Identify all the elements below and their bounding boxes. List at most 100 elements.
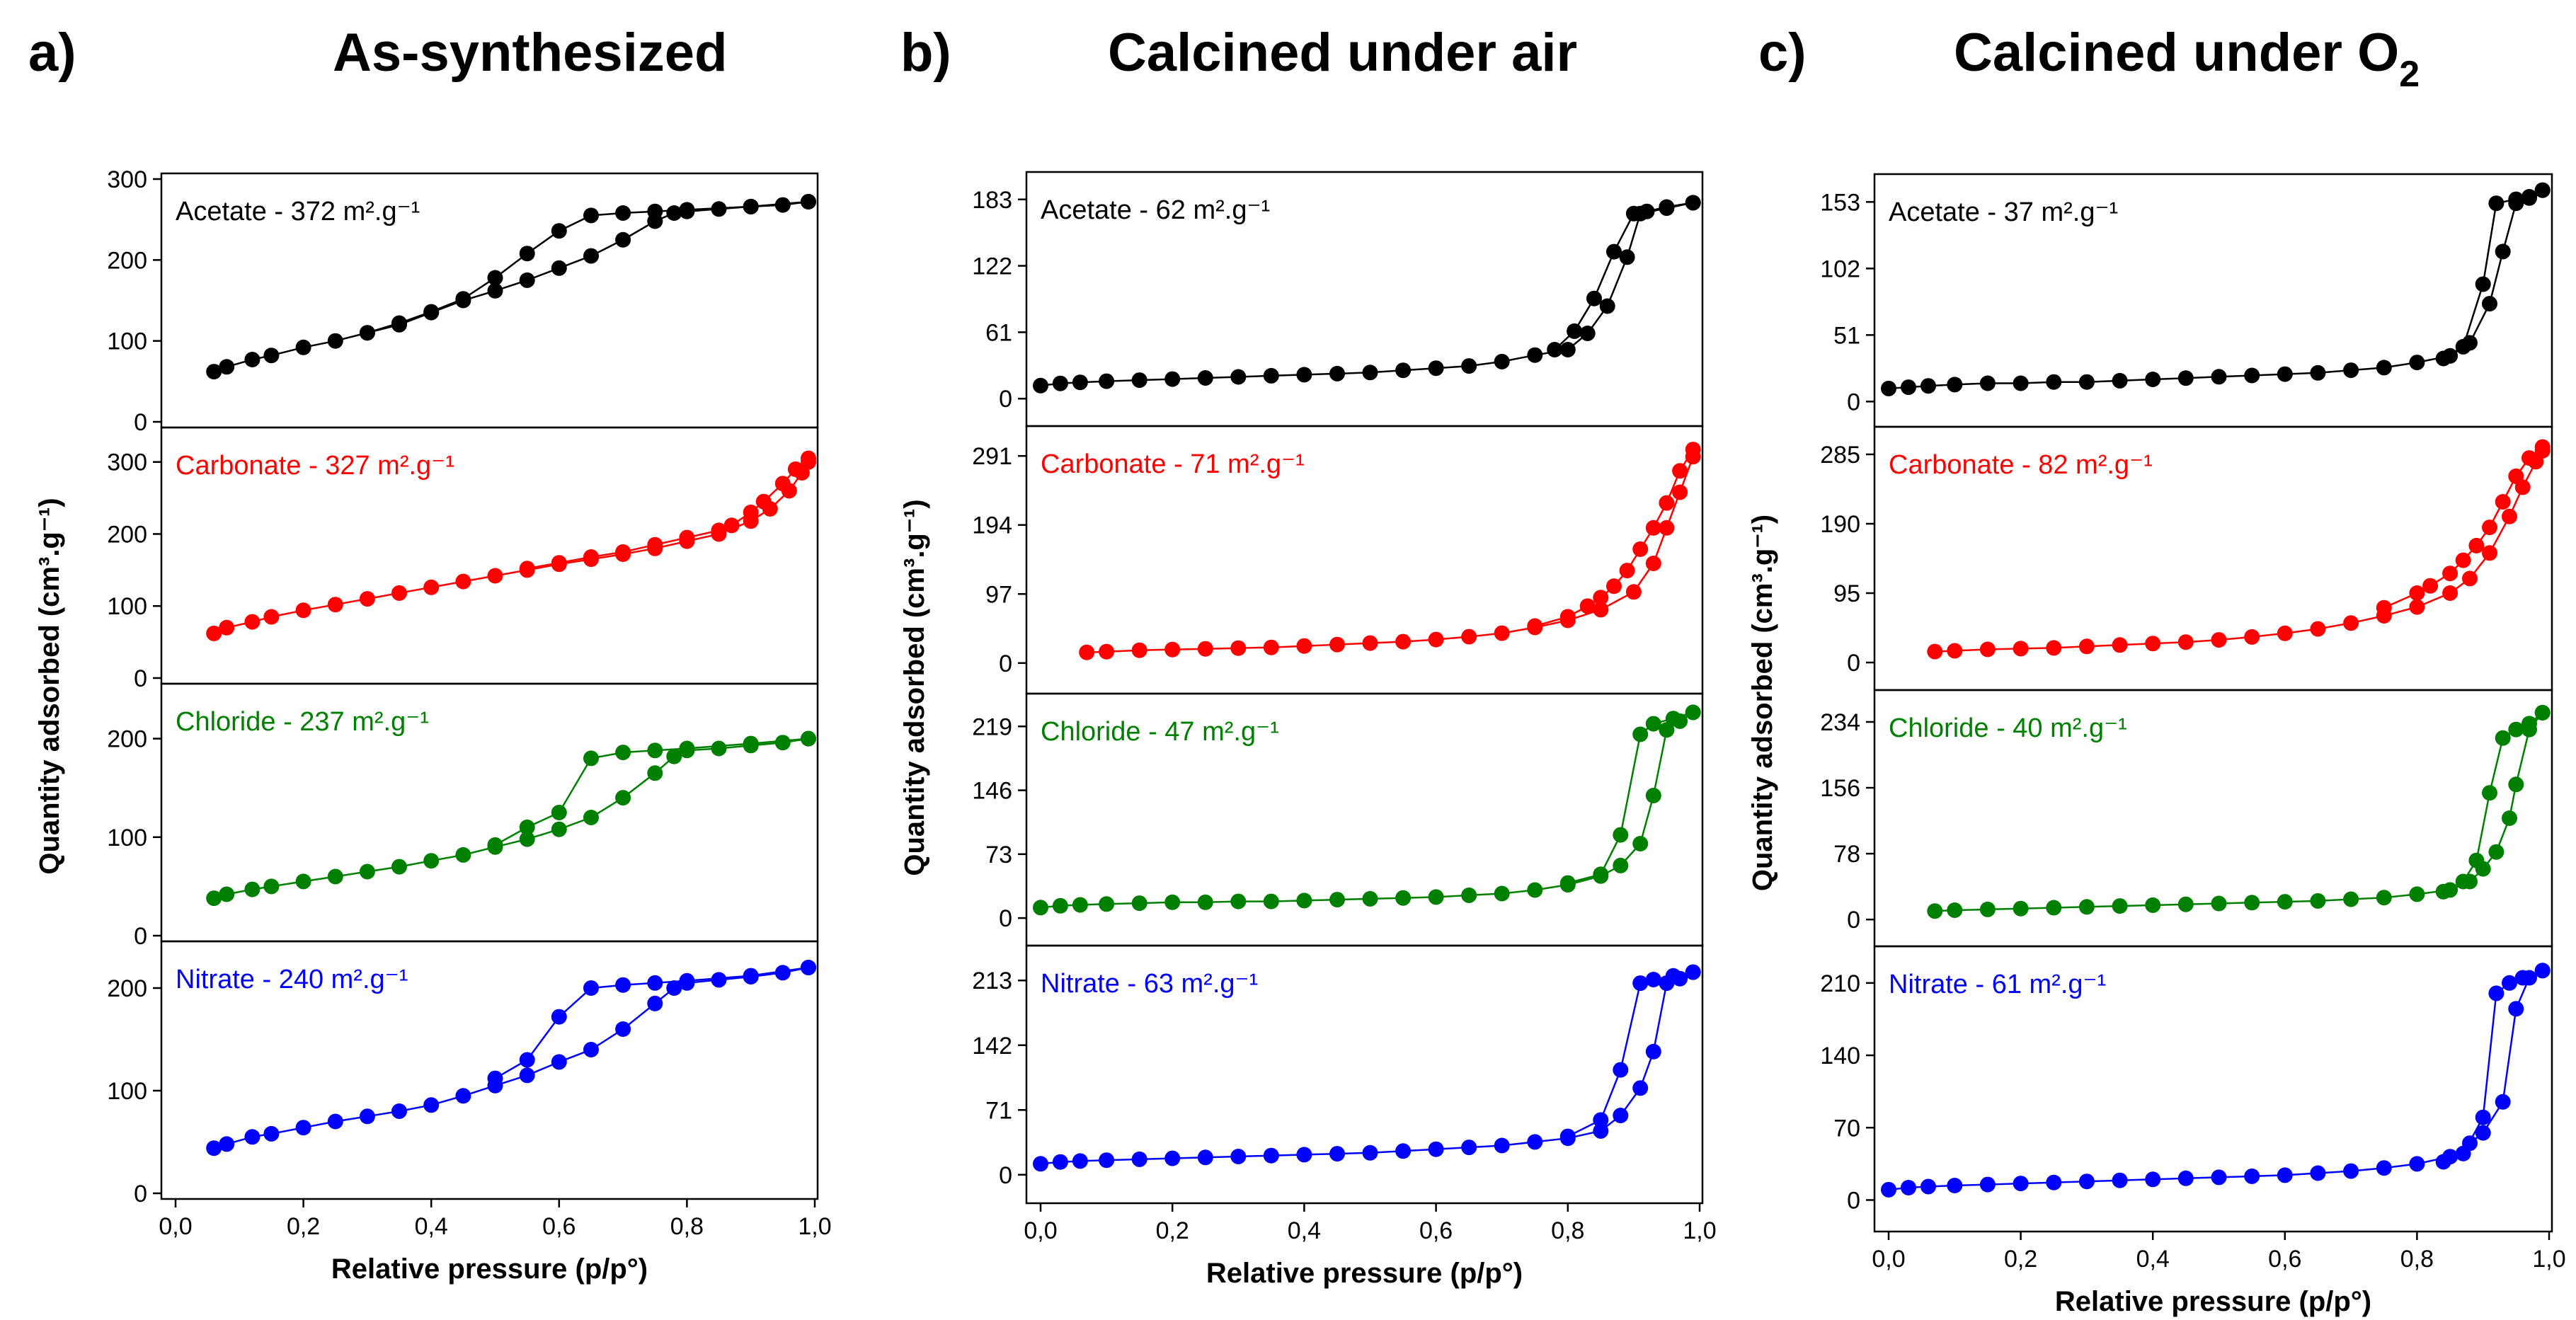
panel-b: b) Calcined under air 0 61 122 183 Acetate - 6… [899, 23, 1717, 1289]
desorption-line [1567, 971, 1693, 1137]
desorption-point [1606, 243, 1622, 260]
y-tick-label: 100 [107, 593, 147, 620]
desorption-point [2514, 970, 2531, 986]
adsorption-point [2211, 632, 2227, 648]
adsorption-point [711, 740, 727, 757]
adsorption-point [615, 1021, 631, 1037]
adsorption-point [2078, 374, 2095, 390]
adsorption-point [1099, 896, 1115, 912]
adsorption-point [647, 995, 663, 1011]
adsorption-point [1613, 857, 1629, 873]
y-tick-label: 0 [1847, 1187, 1860, 1214]
adsorption-point [2046, 900, 2062, 916]
desorption-point [1645, 716, 1661, 732]
desorption-point [551, 1009, 567, 1025]
adsorption-point [1632, 1080, 1649, 1096]
adsorption-point [2462, 570, 2478, 587]
adsorption-point [1494, 353, 1510, 369]
desorption-point [2534, 704, 2551, 721]
desorption-point [723, 517, 740, 534]
x-tick-label: 0,0 [159, 1213, 192, 1240]
y-tick-label: 0 [134, 409, 147, 436]
adsorption-point [615, 231, 631, 248]
adsorption-point [1619, 249, 1635, 265]
adsorption-point [1461, 629, 1477, 645]
x-tick-label: 0,4 [2136, 1246, 2170, 1273]
desorption-point [2435, 350, 2451, 367]
adsorption-point [2046, 1174, 2062, 1190]
adsorption-point [1947, 377, 1963, 393]
adsorption-point [1645, 1043, 1661, 1060]
adsorption-point [519, 1067, 535, 1084]
series-label: Nitrate - 240 m².g⁻¹ [176, 965, 408, 994]
adsorption-point [1296, 367, 1312, 383]
y-tick-label: 300 [107, 449, 147, 476]
adsorption-point [1920, 1178, 1936, 1195]
y-axis-label: Quantity adsorbed (cm³.g⁻¹) [1747, 515, 1778, 891]
y-tick-label: 78 [1833, 841, 1860, 868]
x-tick-label: 0,6 [1419, 1217, 1453, 1244]
desorption-point [2502, 975, 2517, 991]
adsorption-point [1230, 1149, 1247, 1164]
adsorption-point [2078, 899, 2095, 915]
desorption-point [1659, 199, 1675, 215]
desorption-point [551, 555, 567, 571]
adsorption-point [1164, 894, 1181, 910]
y-tick-label: 0 [1847, 907, 1860, 934]
adsorption-point [1527, 1134, 1543, 1150]
adsorption-point [2145, 636, 2161, 652]
y-tick-label: 73 [985, 842, 1012, 868]
adsorption-point [1494, 885, 1510, 902]
adsorption-point [711, 972, 727, 988]
subplot-0: 0 100 200 300 Acetate - 372 m².g⁻¹ [107, 166, 819, 436]
adsorption-point [295, 873, 311, 890]
desorption-point [1625, 205, 1642, 222]
adsorption-point [2112, 898, 2128, 914]
adsorption-point [1362, 365, 1378, 381]
adsorption-point [2508, 776, 2524, 793]
desorption-point [743, 504, 759, 520]
adsorption-point [2343, 615, 2359, 631]
x-axis-label: Relative pressure (p/p°) [2055, 1286, 2371, 1317]
y-tick-label: 153 [1820, 189, 1860, 216]
desorption-point [2521, 716, 2537, 732]
adsorption-point [206, 625, 222, 641]
adsorption-point [359, 591, 375, 607]
adsorption-line [213, 738, 809, 900]
x-axis-label: Relative pressure (p/p°) [1206, 1258, 1523, 1289]
desorption-point [615, 745, 631, 761]
desorption-point [1639, 203, 1655, 219]
adsorption-point [1197, 1149, 1213, 1166]
adsorption-point [423, 579, 440, 595]
adsorption-point [774, 197, 791, 213]
desorption-point [455, 291, 471, 307]
desorption-point [2534, 439, 2551, 455]
y-tick-label: 100 [107, 825, 147, 851]
desorption-point [2455, 552, 2471, 568]
y-tick-label: 97 [985, 581, 1012, 608]
desorption-point [2455, 873, 2471, 890]
adsorption-point [1645, 556, 1661, 571]
adsorption-point [2376, 1160, 2392, 1176]
x-axis-label: Relative pressure (p/p°) [331, 1253, 648, 1285]
adsorption-point [263, 609, 280, 625]
x-tick-label: 0,8 [670, 1213, 704, 1240]
desorption-point [679, 202, 695, 218]
adsorption-point [1197, 370, 1213, 386]
desorption-point [2495, 730, 2511, 746]
adsorption-point [551, 260, 567, 276]
adsorption-point [1164, 371, 1181, 387]
subplot-1: 0 97 194 291 Carbonate - 71 m².g⁻¹ [972, 425, 1704, 695]
adsorption-point [1263, 1147, 1279, 1164]
desorption-point [647, 742, 663, 759]
desorption-point [1685, 704, 1701, 721]
adsorption-point [1395, 1143, 1412, 1159]
desorption-point [1659, 495, 1675, 511]
adsorption-point [2495, 243, 2511, 260]
adsorption-point [2343, 891, 2359, 907]
y-tick-label: 0 [999, 386, 1012, 413]
y-tick-label: 100 [107, 1078, 147, 1105]
adsorption-point [1362, 890, 1378, 907]
desorption-point [519, 246, 535, 262]
adsorption-point [1230, 893, 1247, 909]
